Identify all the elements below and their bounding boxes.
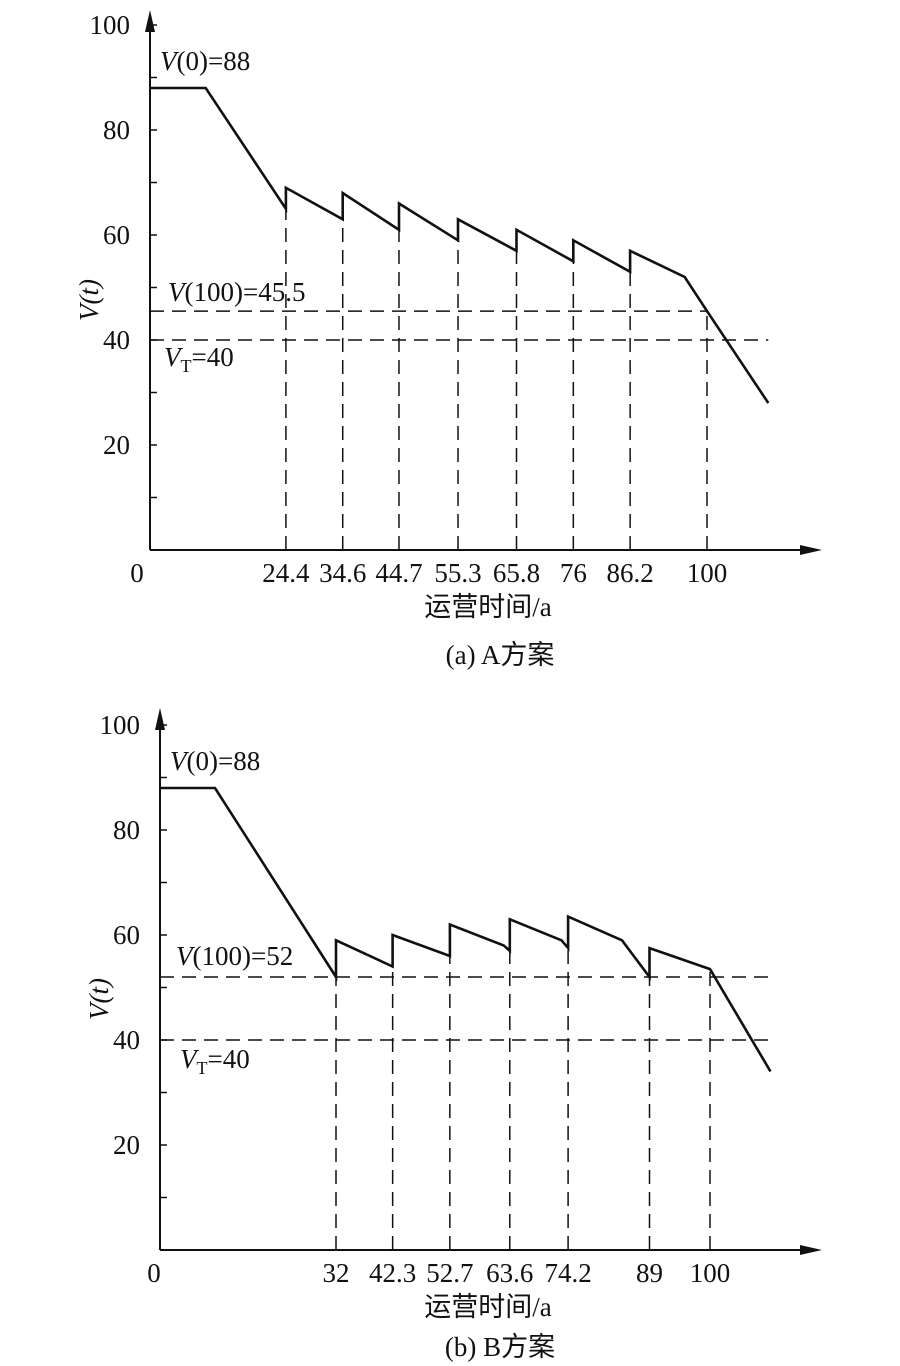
x-tick-label: 42.3 [369, 1258, 416, 1288]
x-tick-label: 86.2 [607, 558, 654, 588]
y-tick-label: 60 [103, 220, 130, 250]
v100-label: V(100)=52 [176, 941, 293, 971]
x-tick-label: 32 [323, 1258, 350, 1288]
y-tick-label: 100 [90, 10, 131, 40]
x-axis-arrow [800, 1245, 822, 1255]
y-axis-arrow [155, 708, 165, 730]
x-tick-label: 76 [560, 558, 587, 588]
y-tick-label: 20 [113, 1130, 140, 1160]
x-tick-label: 100 [687, 558, 728, 588]
start-value-label: V(0)=88 [160, 46, 250, 76]
x-tick-label: 24.4 [262, 558, 310, 588]
vt-label: VT=40 [180, 1044, 250, 1078]
y-tick-label: 60 [113, 920, 140, 950]
y-tick-label: 100 [100, 710, 141, 740]
x-tick-label: 65.8 [493, 558, 540, 588]
chart-panel-b: 20 40 60 80 100 0 V(t) 32 42.3 52.7 63.6 74.2 89 100 V… [84, 708, 822, 1362]
y-axis-title: V(t) [74, 279, 104, 321]
x-tick-label: 63.6 [486, 1258, 533, 1288]
y-tick-label: 40 [113, 1025, 140, 1055]
chart-panel-a: 20 40 60 80 100 0 V(t) 24.4 34.6 44.7 55.3 65.8 76 86… [74, 10, 822, 670]
x-axis-title: 运营时间/a [424, 1292, 552, 1322]
x-axis-title: 运营时间/a [424, 592, 552, 622]
y-tick-label: 40 [103, 325, 130, 355]
x-tick-label: 100 [690, 1258, 731, 1288]
panel-caption: (b) B方案 [445, 1332, 555, 1362]
x-axis-arrow [800, 545, 822, 555]
series-line [150, 86, 770, 404]
origin-label: 0 [130, 558, 144, 588]
x-tick-label: 89 [636, 1258, 663, 1288]
y-tick-label: 80 [113, 815, 140, 845]
y-axis-title: V(t) [84, 978, 114, 1020]
x-tick-label: 52.7 [426, 1258, 473, 1288]
x-tick-label: 55.3 [434, 558, 481, 588]
y-tick-label: 80 [103, 115, 130, 145]
v100-label: V(100)=45.5 [168, 277, 305, 307]
x-tick-label: 34.6 [319, 558, 366, 588]
start-value-label: V(0)=88 [170, 746, 260, 776]
y-axis-arrow [145, 10, 155, 32]
panel-caption: (a) A方案 [446, 640, 555, 670]
x-tick-label: 44.7 [375, 558, 422, 588]
y-tick-label: 20 [103, 430, 130, 460]
vt-label: VT=40 [164, 342, 234, 376]
x-tick-label: 74.2 [544, 1258, 591, 1288]
origin-label: 0 [147, 1258, 161, 1288]
series-line [160, 786, 772, 1073]
